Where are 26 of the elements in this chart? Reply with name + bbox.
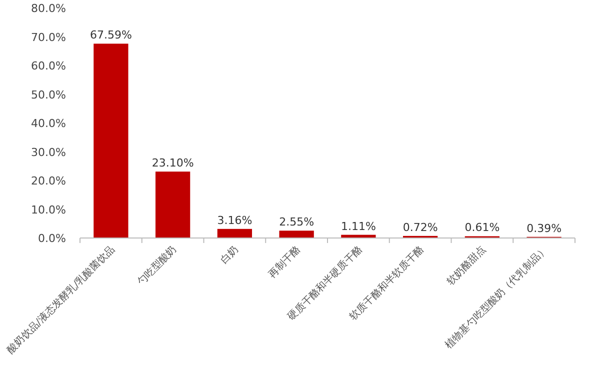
y-tick-label: 40.0% <box>31 117 66 130</box>
data-label: 23.10% <box>152 156 194 170</box>
data-label: 2.55% <box>279 216 314 229</box>
y-tick-label: 20.0% <box>31 174 66 188</box>
data-label: 3.16% <box>217 214 252 227</box>
y-tick-label: 50.0% <box>31 88 66 102</box>
x-tick-label: 白奶 <box>218 244 241 266</box>
bar <box>279 230 314 238</box>
x-tick-label: 勺吃型酸奶 <box>135 244 179 288</box>
y-tick-label: 10.0% <box>31 203 66 216</box>
x-tick-label: 再制干酪 <box>266 244 303 280</box>
y-tick-label: 80.0% <box>31 2 66 15</box>
bar <box>217 228 252 238</box>
bar <box>155 172 190 238</box>
bar <box>94 44 128 238</box>
y-tick-label: 30.0% <box>31 146 66 159</box>
x-tick-label: 软奶酪甜点 <box>444 244 488 288</box>
y-tick-label: 60.0% <box>31 60 66 72</box>
data-label: 0.39% <box>526 222 562 235</box>
y-tick-label: 70.0% <box>31 30 66 44</box>
data-label: 0.72% <box>402 220 438 234</box>
y-tick-label: 0.0% <box>38 232 66 245</box>
data-label: 0.61% <box>464 221 500 234</box>
x-tick-label: 酸奶饮品/液态发酵乳/乳酸菌饮品 <box>4 244 118 356</box>
data-label: 67.59% <box>90 28 132 42</box>
data-label: 1.11% <box>340 220 376 233</box>
